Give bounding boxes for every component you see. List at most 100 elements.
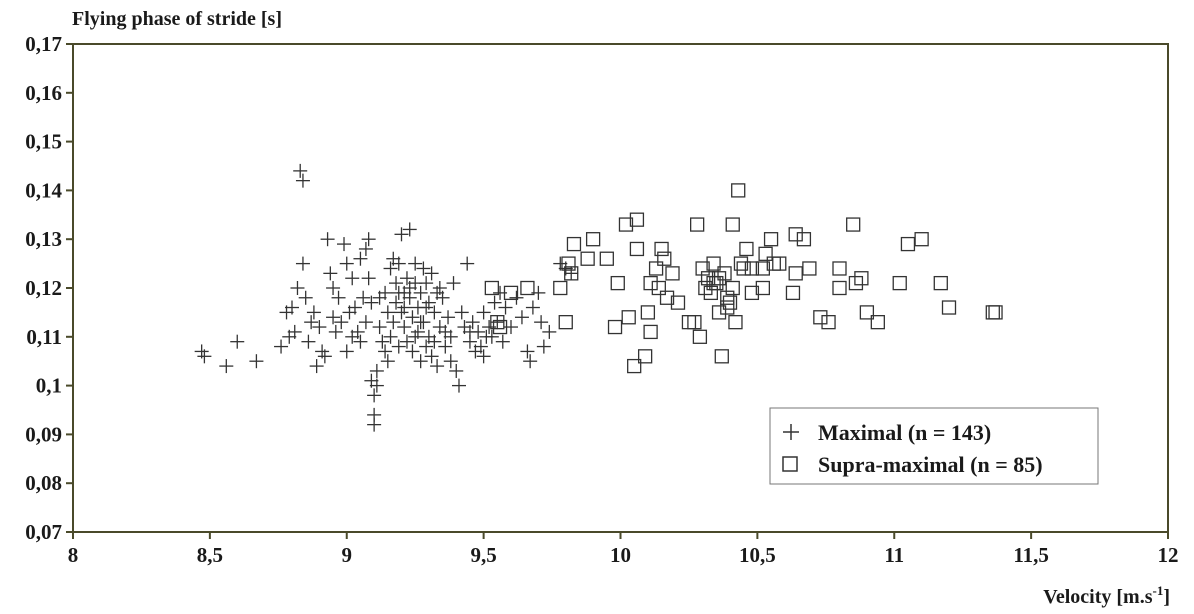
data-point-supra-maximal — [618, 217, 634, 232]
x-axis-ticks: 8 8,5 9 9,5 10 10,5 11 11,5 12 — [68, 532, 1179, 567]
data-point-supra-maximal — [610, 275, 625, 291]
data-point-supra-maximal — [657, 251, 672, 266]
data-point-maximal — [230, 334, 245, 349]
data-point-supra-maximal — [788, 266, 803, 281]
data-point-supra-maximal — [648, 261, 664, 276]
data-point-maximal — [441, 310, 456, 325]
data-point-maximal — [326, 281, 341, 295]
data-point-maximal — [446, 276, 461, 291]
y-tick-label: 0,09 — [25, 422, 62, 446]
x-tick-label: 12 — [1158, 543, 1179, 567]
data-point-maximal — [369, 378, 384, 393]
data-point-maximal — [534, 315, 549, 330]
data-point-supra-maximal — [714, 349, 729, 364]
x-tick-label: 8,5 — [197, 543, 223, 567]
data-point-supra-maximal — [848, 275, 864, 291]
x-tick-label: 10,5 — [739, 543, 776, 567]
y-axis-ticks: 0,07 0,08 0,09 0,1 0,11 0,12 0,13 0,14 0,15 0,16 0… — [25, 32, 73, 544]
data-point-supra-maximal — [599, 251, 614, 266]
y-tick-label: 0,15 — [25, 130, 62, 154]
legend-marker-supra-maximal — [782, 456, 798, 472]
data-point-supra-maximal — [711, 305, 727, 320]
y-tick-label: 0,1 — [36, 374, 62, 398]
data-point-maximal — [536, 339, 551, 354]
x-axis-title-end: ] — [1163, 586, 1170, 608]
data-point-maximal — [331, 290, 346, 305]
data-point-maximal — [427, 334, 442, 349]
data-point-supra-maximal — [503, 285, 519, 301]
data-point-maximal — [413, 315, 428, 330]
data-point-supra-maximal — [941, 300, 957, 315]
data-point-maximal — [413, 354, 428, 369]
data-point-maximal — [394, 227, 409, 242]
data-point-maximal — [413, 285, 428, 300]
data-point-maximal — [399, 334, 414, 349]
data-point-maximal — [465, 315, 480, 330]
data-point-supra-maximal — [659, 290, 675, 305]
data-point-maximal — [520, 344, 535, 359]
data-point-supra-maximal — [914, 232, 929, 247]
x-axis-title: Velocity [m.s-1] — [1043, 583, 1170, 608]
data-point-maximal — [306, 305, 321, 320]
data-point-supra-maximal — [490, 315, 505, 330]
data-point-maximal — [498, 300, 513, 315]
data-point-supra-maximal — [720, 290, 735, 305]
data-point-maximal — [328, 324, 343, 339]
x-axis-title-main: Velocity [m.s — [1043, 586, 1152, 608]
data-point-maximal — [375, 334, 390, 349]
data-point-supra-maximal — [985, 305, 1000, 320]
data-point-maximal — [323, 266, 338, 281]
data-point-supra-maximal — [744, 261, 760, 276]
data-point-maximal — [473, 339, 488, 354]
data-point-supra-maximal — [706, 256, 721, 271]
data-point-supra-maximal — [731, 183, 746, 198]
data-point-maximal — [386, 315, 401, 330]
data-point-maximal — [367, 417, 382, 432]
data-point-maximal — [389, 295, 404, 310]
data-point-maximal — [358, 241, 373, 256]
data-point-maximal — [435, 290, 450, 305]
data-point-maximal — [542, 324, 557, 339]
data-point-maximal — [451, 378, 466, 393]
data-point-supra-maximal — [900, 236, 916, 252]
data-point-supra-maximal — [859, 305, 875, 320]
data-point-maximal — [427, 305, 442, 320]
data-point-supra-maximal — [988, 305, 1003, 320]
data-point-supra-maximal — [813, 310, 828, 325]
data-point-supra-maximal — [561, 256, 576, 271]
data-point-maximal — [408, 256, 423, 271]
data-point-maximal — [402, 281, 417, 295]
data-point-maximal — [514, 310, 529, 325]
data-point-maximal — [309, 359, 324, 374]
data-point-maximal — [449, 363, 464, 378]
data-point-maximal — [372, 290, 387, 305]
legend: Maximal (n = 143) Supra-maximal (n = 85) — [769, 407, 1099, 485]
data-point-supra-maximal — [637, 349, 653, 364]
data-point-supra-maximal — [892, 275, 907, 291]
data-point-supra-maximal — [846, 217, 861, 232]
data-point-maximal — [399, 271, 414, 286]
data-point-maximal — [419, 339, 434, 354]
data-point-supra-maximal — [643, 275, 658, 291]
data-point-supra-maximal — [832, 280, 847, 296]
data-point-maximal — [326, 310, 341, 325]
data-point-maximal — [317, 349, 332, 364]
data-point-maximal — [339, 344, 354, 359]
y-tick-label: 0,12 — [25, 276, 62, 300]
data-point-supra-maximal — [690, 217, 705, 232]
data-point-supra-maximal — [629, 241, 645, 257]
data-point-maximal — [487, 295, 502, 310]
data-point-maximal — [419, 276, 434, 291]
x-tick-label: 9,5 — [471, 543, 497, 567]
data-point-maximal — [476, 305, 491, 320]
data-point-supra-maximal — [564, 266, 579, 281]
data-point-supra-maximal — [700, 271, 716, 286]
data-point-supra-maximal — [772, 256, 787, 271]
legend-label-maximal: Maximal (n = 143) — [818, 420, 991, 445]
data-point-maximal — [295, 173, 310, 188]
data-point-maximal — [380, 354, 395, 369]
data-point-maximal — [383, 261, 398, 276]
x-tick-label: 11,5 — [1013, 543, 1049, 567]
y-tick-label: 0,11 — [26, 325, 62, 349]
data-point-maximal — [495, 334, 510, 349]
